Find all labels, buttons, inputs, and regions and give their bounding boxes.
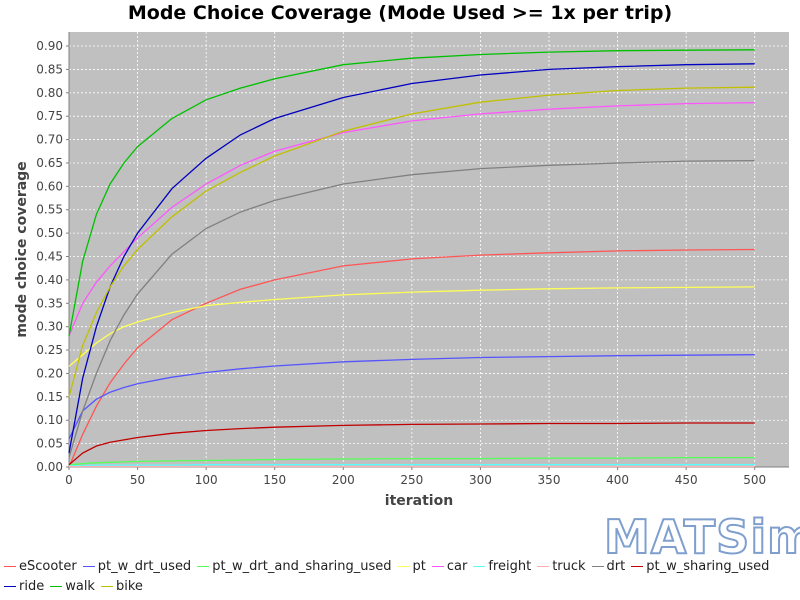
legend-item-walk: walk	[50, 577, 95, 597]
legend-label: pt	[412, 559, 426, 574]
matsim-logo: MATSim	[603, 509, 800, 565]
y-tick-label: 0.05	[36, 437, 63, 451]
legend-swatch	[631, 566, 644, 567]
x-tick-label: 300	[469, 473, 492, 487]
legend-item-pt_w_sharing_used: pt_w_sharing_used	[631, 557, 769, 577]
x-tick-label: 0	[65, 473, 73, 487]
y-tick-label: 0.35	[36, 296, 63, 310]
legend-label: eScooter	[19, 559, 77, 574]
series-line-pt_w_sharing_used	[68, 422, 755, 466]
y-tick-label: 0.45	[36, 250, 63, 264]
legend-item-bike: bike	[100, 577, 143, 597]
legend-item-eScooter: eScooter	[4, 557, 77, 577]
x-tick-label: 100	[195, 473, 218, 487]
y-tick-label: 0.75	[36, 109, 63, 123]
legend-swatch	[4, 586, 16, 587]
legend-item-truck: truck	[537, 557, 586, 577]
legend-label: car	[446, 559, 468, 574]
y-tick-label: 0.50	[36, 226, 63, 240]
legend-item-ride: ride	[4, 577, 44, 597]
series-line-car	[68, 101, 755, 337]
chart-title: Mode Choice Coverage (Mode Used >= 1x pe…	[127, 2, 673, 24]
y-tick-label: 0.90	[36, 39, 63, 53]
y-tick-label: 0.00	[36, 460, 63, 474]
x-tick-label: 150	[263, 473, 286, 487]
legend-swatch	[197, 566, 210, 567]
legend-swatch	[431, 566, 444, 567]
legend-item-car: car	[431, 557, 468, 577]
legend-label: bike	[115, 579, 143, 594]
y-tick-label: 0.30	[36, 320, 63, 334]
y-tick-label: 0.65	[36, 156, 63, 170]
legend-label: truck	[552, 559, 586, 574]
legend-swatch	[397, 566, 410, 567]
legend-item-freight: freight	[473, 557, 531, 577]
y-tick-label: 0.70	[36, 133, 63, 147]
legend-swatch	[537, 566, 550, 567]
x-tick-label: 250	[400, 473, 423, 487]
legend-swatch	[473, 566, 486, 567]
x-tick-label: 50	[130, 473, 145, 487]
y-tick-label: 0.55	[36, 203, 63, 217]
legend-label: freight	[488, 559, 532, 574]
legend-swatch	[4, 566, 16, 567]
legend-label: pt_w_drt_used	[97, 559, 192, 574]
y-tick-label: 0.20	[36, 366, 63, 380]
y-tick-label: 0.85	[36, 62, 63, 76]
series-line-walk	[68, 49, 755, 337]
legend-label: drt	[606, 559, 626, 574]
series-line-drt	[68, 159, 755, 458]
x-tick-label: 450	[675, 473, 698, 487]
legend-swatch	[591, 566, 604, 567]
legend-label: ride	[19, 579, 45, 594]
series-line-eScooter	[68, 248, 755, 468]
y-tick-label: 0.15	[36, 390, 63, 404]
legend-swatch	[50, 586, 63, 587]
series-line-pt_w_drt_and_sharing_used	[68, 456, 755, 466]
series-line-ride	[68, 63, 755, 454]
legend-label: pt_w_drt_and_sharing_used	[212, 559, 392, 574]
x-axis-label: iteration	[385, 493, 453, 509]
x-tick-label: 200	[332, 473, 355, 487]
y-tick-label: 0.40	[36, 273, 63, 287]
series-line-freight	[69, 464, 755, 467]
x-tick-label: 500	[743, 473, 766, 487]
y-tick-label: 0.80	[36, 86, 63, 100]
x-tick-label: 400	[606, 473, 629, 487]
legend-swatch	[82, 566, 95, 567]
y-axis-label: mode choice coverage	[14, 161, 30, 337]
y-tick-label: 0.60	[36, 179, 63, 193]
legend-item-pt_w_drt_used: pt_w_drt_used	[82, 557, 192, 577]
legend: eScooter pt_w_drt_used pt_w_drt_and_sharin…	[4, 557, 796, 597]
legend-item-pt: pt	[397, 557, 426, 577]
y-tick-label: 0.10	[36, 413, 63, 427]
series-line-bike	[68, 86, 755, 397]
legend-swatch	[100, 586, 113, 587]
y-tick-label: 0.25	[36, 343, 63, 357]
legend-item-drt: drt	[591, 557, 626, 577]
legend-item-pt_w_drt_and_sharing_used: pt_w_drt_and_sharing_used	[197, 557, 392, 577]
series-line-pt_w_drt_used	[68, 354, 755, 440]
series-line-pt	[68, 286, 755, 367]
legend-label: pt_w_sharing_used	[646, 559, 770, 574]
x-tick-label: 350	[538, 473, 561, 487]
legend-label: walk	[65, 579, 95, 594]
